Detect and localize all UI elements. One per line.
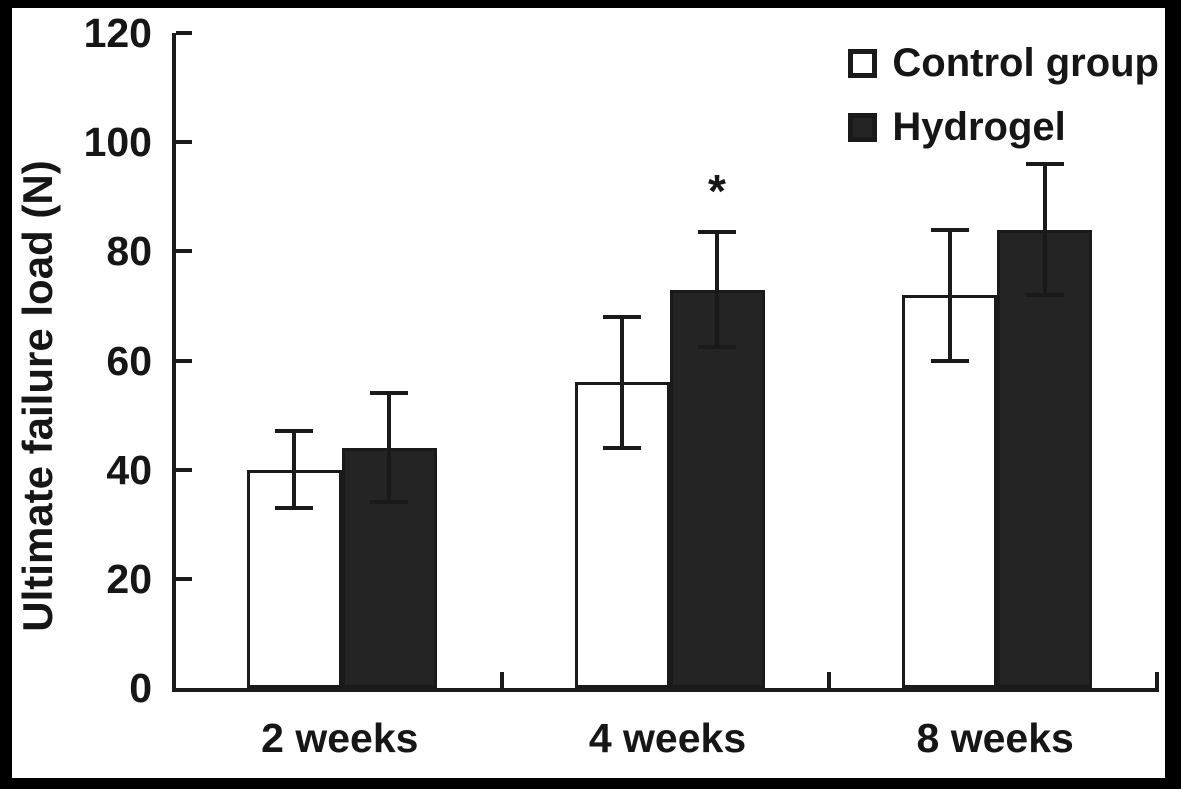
legend-item-control-group: Control group [848,41,1159,85]
x-category-label: 8 weeks [916,715,1074,761]
y-axis-title: Ultimate failure load (N) [14,160,61,632]
bar-hydrogel [669,289,765,688]
error-bar-stem [715,232,719,347]
y-axis-tick-label: 80 [106,228,152,275]
open-square-swatch-icon [848,48,878,78]
y-axis-tick [176,467,192,472]
error-bar-stem [387,393,392,503]
y-axis-tick [176,358,192,363]
error-bar-stem [947,229,952,361]
error-bar-cap-bottom [275,505,314,510]
significance-asterisk: * [708,165,726,218]
y-axis-tick-label: 120 [83,10,152,56]
y-axis-tick [176,576,192,581]
x-axis-tick [1155,672,1159,688]
error-bar-stem [292,431,297,508]
error-bar-stem [1042,164,1047,295]
filled-square-swatch-icon [848,112,878,142]
y-axis-tick-label: 60 [106,337,152,384]
error-bar-cap-top [603,314,641,319]
legend-label-control: Control group [892,41,1159,85]
x-category-label: 2 weeks [261,715,419,761]
x-axis-tick [499,672,504,688]
y-axis-tick [176,249,192,254]
y-axis-tick-label: 40 [106,446,152,493]
legend-item-hydrogel: Hydrogel [848,105,1159,149]
x-category-label: 4 weeks [588,715,747,761]
error-bar-cap-bottom [1025,293,1064,297]
error-bar-cap-bottom [930,358,969,363]
legend: Control group Hydrogel [848,41,1159,149]
error-bar-cap-top [370,391,409,396]
error-bar-cap-top [930,227,969,232]
y-axis-tick-label: 20 [106,555,152,602]
error-bar-stem [620,316,624,448]
legend-label-hydrogel: Hydrogel [892,105,1066,149]
error-bar-cap-top [1025,162,1064,166]
bar-control-group [902,295,998,688]
y-axis-tick [176,140,192,145]
error-bar-cap-top [275,429,314,434]
plot-area: Control group Hydrogel 0 20 40 60 80 100 120 2 … [84,10,1159,761]
y-axis-tick [176,31,192,35]
y-axis-tick-label: 0 [129,665,152,711]
error-bar-cap-bottom [698,344,736,349]
y-axis-tick-label: 100 [83,119,152,166]
error-bar-cap-bottom [603,445,641,450]
bar-hydrogel [997,229,1093,688]
x-axis-tick [827,672,832,688]
error-bar-cap-top [698,230,736,235]
error-bar-cap-bottom [370,500,409,505]
